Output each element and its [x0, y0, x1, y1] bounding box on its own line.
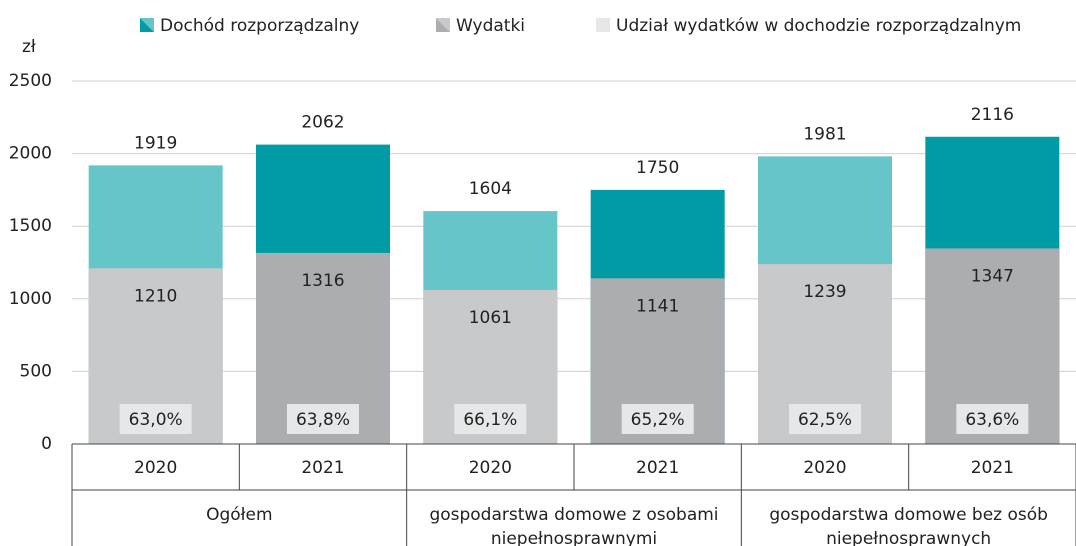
share-label: 66,1%	[463, 410, 517, 430]
y-tick-label: 2500	[9, 71, 52, 91]
value-label: 1750	[636, 158, 679, 178]
x-tick-label: 2020	[469, 458, 512, 478]
share-box	[119, 404, 192, 434]
legend-swatch	[140, 18, 154, 32]
share-box	[454, 404, 527, 434]
x-tick-label: 2021	[971, 458, 1014, 478]
value-label: 1919	[134, 133, 177, 153]
share-label: 63,0%	[129, 410, 183, 430]
y-tick-label: 0	[41, 434, 52, 454]
x-tick-label: 2021	[301, 458, 344, 478]
legend-swatch	[436, 18, 450, 32]
legend-label: Udział wydatków w dochodzie rozporządzal…	[616, 16, 1021, 36]
legend-swatch	[596, 18, 610, 32]
group-label: gospodarstwa domowe bez osób niepełnospr…	[769, 505, 1048, 546]
unit-label: zł	[22, 37, 36, 57]
x-tick-label: 2020	[134, 458, 177, 478]
value-label: 1316	[301, 271, 344, 291]
share-box	[621, 404, 694, 434]
y-tick-label: 500	[20, 361, 52, 381]
y-tick-label: 2000	[9, 144, 52, 164]
share-label: 62,5%	[798, 410, 852, 430]
y-tick-label: 1000	[9, 289, 52, 309]
x-tick-label: 2021	[636, 458, 679, 478]
value-label: 1347	[971, 266, 1014, 286]
x-tick-label: 2020	[803, 458, 846, 478]
share-box	[287, 404, 359, 434]
legend-label: Wydatki	[456, 16, 525, 36]
share-label: 63,8%	[296, 410, 350, 430]
value-label: 2062	[301, 113, 344, 133]
value-label: 1239	[803, 282, 846, 302]
share-label: 65,2%	[631, 410, 685, 430]
value-label: 1210	[134, 286, 177, 306]
group-label: Ogółem	[206, 505, 273, 525]
value-label: 1061	[469, 308, 512, 328]
value-label: 2116	[971, 105, 1014, 125]
value-label: 1604	[469, 179, 512, 199]
value-label: 1981	[803, 124, 846, 144]
group-label: gospodarstwa domowe z osobami niepełnosp…	[429, 505, 719, 546]
value-label: 1141	[636, 296, 679, 316]
share-box	[789, 404, 861, 434]
share-label: 63,6%	[965, 410, 1019, 430]
legend-label: Dochód rozporządzalny	[160, 16, 359, 36]
y-tick-label: 1500	[9, 216, 52, 236]
share-box	[956, 404, 1029, 434]
